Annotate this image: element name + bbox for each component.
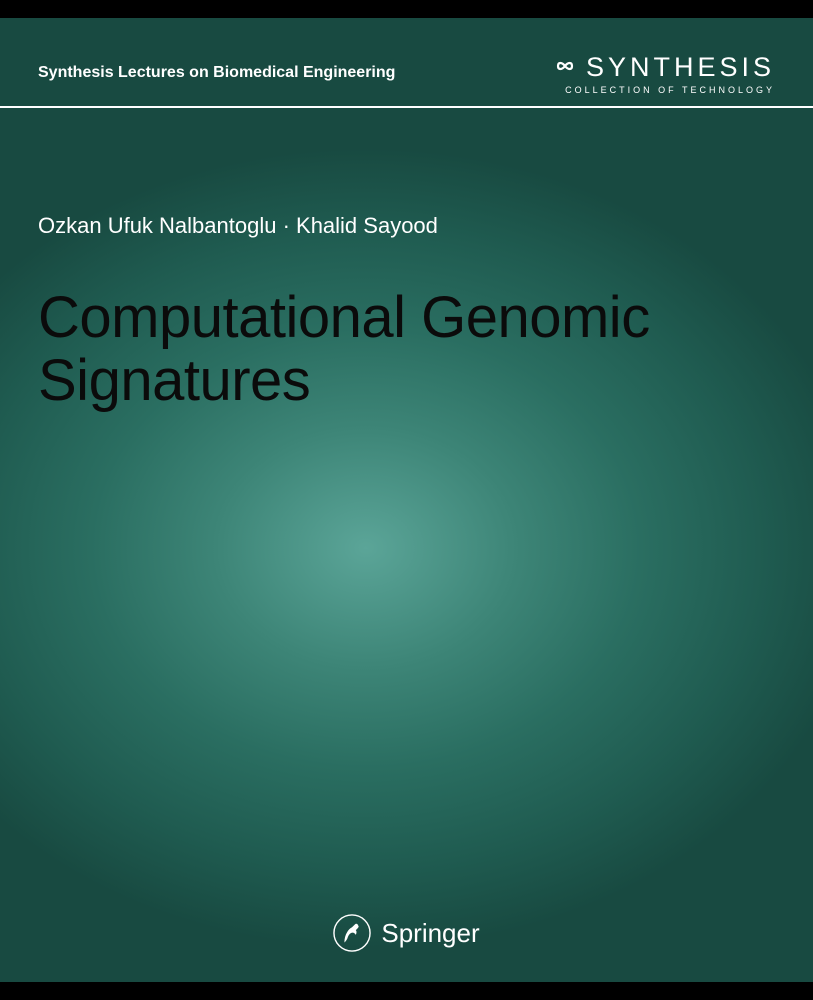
title-line-1: Computational Genomic xyxy=(38,285,650,350)
publisher-name: Springer xyxy=(381,918,479,949)
synthesis-brand-text: SYNTHESIS xyxy=(586,52,775,83)
synthesis-brand-subtitle: COLLECTION OF TECHNOLOGY xyxy=(552,85,775,95)
springer-horse-icon xyxy=(333,914,371,952)
title-line-2: Signatures xyxy=(38,348,310,413)
publisher-block: Springer xyxy=(0,914,813,952)
cover-header: Synthesis Lectures on Biomedical Enginee… xyxy=(0,18,813,106)
cover-main-area: Synthesis Lectures on Biomedical Enginee… xyxy=(0,18,813,982)
series-label: Synthesis Lectures on Biomedical Enginee… xyxy=(38,64,395,82)
book-cover: Synthesis Lectures on Biomedical Enginee… xyxy=(0,0,813,1000)
authors-text: Ozkan Ufuk Nalbantoglu · Khalid Sayood xyxy=(0,108,813,239)
synthesis-logo-top: SYNTHESIS xyxy=(552,52,775,83)
book-title: Computational Genomic Signatures xyxy=(0,239,813,412)
synthesis-logo: SYNTHESIS COLLECTION OF TECHNOLOGY xyxy=(552,52,775,95)
synthesis-infinity-icon xyxy=(552,56,578,78)
